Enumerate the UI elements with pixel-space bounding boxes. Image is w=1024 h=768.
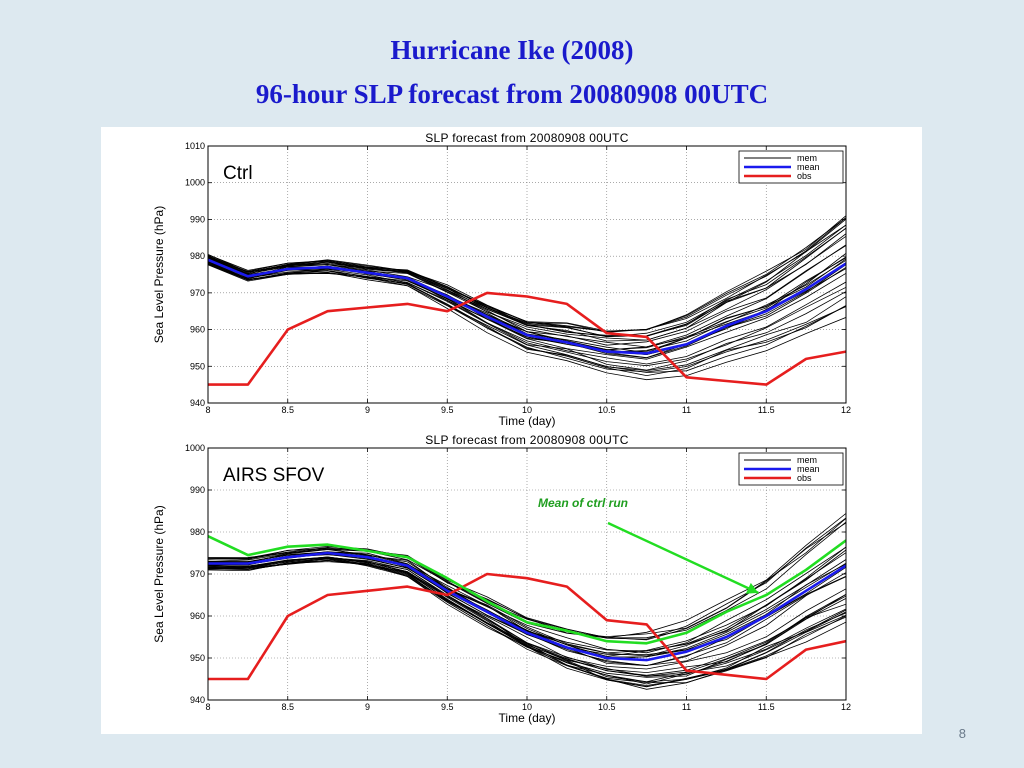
ensemble-member-line (208, 557, 846, 688)
ensemble-member-line (208, 263, 846, 377)
x-tick-label: 8 (205, 702, 210, 712)
plot-background (208, 146, 846, 403)
x-tick-label: 9.5 (441, 702, 454, 712)
ensemble-member-line (208, 224, 846, 338)
x-tick-label: 8.5 (281, 405, 294, 415)
ensemble-member-line (208, 227, 846, 337)
ensemble-member-line (208, 522, 846, 641)
ensemble-member-line (208, 263, 846, 371)
y-tick-label: 970 (190, 288, 205, 298)
annotation-arrow-line (607, 521, 759, 594)
x-tick-label: 11 (682, 702, 691, 712)
chart-title: SLP forecast from 20080908 00UTC (425, 433, 629, 447)
y-tick-label: 970 (190, 569, 205, 579)
x-tick-label: 10 (522, 702, 532, 712)
x-tick-label: 10.5 (598, 702, 616, 712)
x-tick-label: 8 (205, 405, 210, 415)
ensemble-mean-line (208, 551, 846, 662)
ensemble-member-line (208, 264, 846, 373)
y-tick-label: 940 (190, 695, 205, 705)
x-tick-label: 11.5 (758, 405, 775, 415)
x-tick-label: 9.5 (441, 405, 454, 415)
x-tick-label: 12 (841, 405, 851, 415)
ensemble-mean-line (208, 258, 846, 355)
ensemble-member-line (208, 261, 846, 367)
legend-label: obs (797, 171, 812, 181)
legend-label: mem (797, 153, 817, 163)
annotation-arrow-head (745, 582, 759, 594)
ensemble-member-line (208, 518, 846, 638)
y-tick-label: 980 (190, 527, 205, 537)
legend-label: mem (797, 455, 817, 465)
y-tick-label: 940 (190, 398, 205, 408)
ctrl-mean-line (208, 535, 846, 645)
obs-line (208, 291, 846, 386)
panel-label: AIRS SFOV (223, 465, 325, 486)
obs-line (208, 572, 846, 681)
y-tick-label: 1010 (185, 141, 205, 151)
figure-panel: 8 8.5 9 9.5 10 10.5 11 11.5 12 940 950 960 970 980 990… (101, 127, 922, 734)
chart-title: SLP forecast from 20080908 00UTC (425, 131, 629, 145)
data-lines (208, 513, 846, 690)
x-axis-label: Time (day) (499, 711, 556, 725)
x-tick-label: 10 (522, 405, 532, 415)
ensemble-member-line (208, 217, 846, 332)
page-number: 8 (958, 726, 966, 741)
y-tick-label: 950 (190, 653, 205, 663)
ensemble-member-line (208, 261, 846, 360)
x-tick-label: 10.5 (598, 405, 616, 415)
ensemble-member-line (208, 549, 846, 657)
legend-label: obs (797, 473, 812, 483)
legend-label: mean (797, 464, 820, 474)
x-tick-label: 11 (682, 405, 691, 415)
y-tick-label: 1000 (185, 178, 205, 188)
y-tick-label: 980 (190, 251, 205, 261)
legend-label: mean (797, 162, 820, 172)
y-tick-label: 990 (190, 485, 205, 495)
x-tick-label: 9 (365, 405, 370, 415)
y-tick-label: 990 (190, 214, 205, 224)
chart-2: 8 8.5 9 9.5 10 10.5 11 11.5 12 940 950 960 970 980 990… (152, 433, 851, 725)
x-tick-label: 9 (365, 702, 370, 712)
y-axis-label: Sea Level Pressure (hPa) (152, 505, 166, 642)
data-lines (208, 215, 846, 386)
ensemble-member-line (208, 549, 846, 652)
y-tick-label: 950 (190, 361, 205, 371)
x-axis-label: Time (day) (499, 414, 556, 428)
x-tick-label: 11.5 (758, 702, 775, 712)
x-tick-label: 12 (841, 702, 851, 712)
y-axis-label: Sea Level Pressure (hPa) (152, 206, 166, 343)
y-tick-label: 960 (190, 611, 205, 621)
panel-label: Ctrl (223, 163, 253, 184)
slp-forecast-figure: 8 8.5 9 9.5 10 10.5 11 11.5 12 940 950 960 970 980 990… (152, 131, 851, 725)
chart-1: 8 8.5 9 9.5 10 10.5 11 11.5 12 940 950 960 970 980 990… (152, 131, 851, 428)
y-tick-label: 960 (190, 325, 205, 335)
slide-title-line-1: Hurricane Ike (2008) (390, 35, 634, 65)
x-tick-label: 8.5 (281, 702, 294, 712)
ensemble-member-line (208, 561, 846, 686)
slide-title-line-2: 96-hour SLP forecast from 20080908 00UTC (255, 79, 769, 109)
ensemble-member-line (208, 556, 846, 670)
y-tick-label: 1000 (185, 443, 205, 453)
annotation-label: Mean of ctrl run (538, 496, 628, 510)
